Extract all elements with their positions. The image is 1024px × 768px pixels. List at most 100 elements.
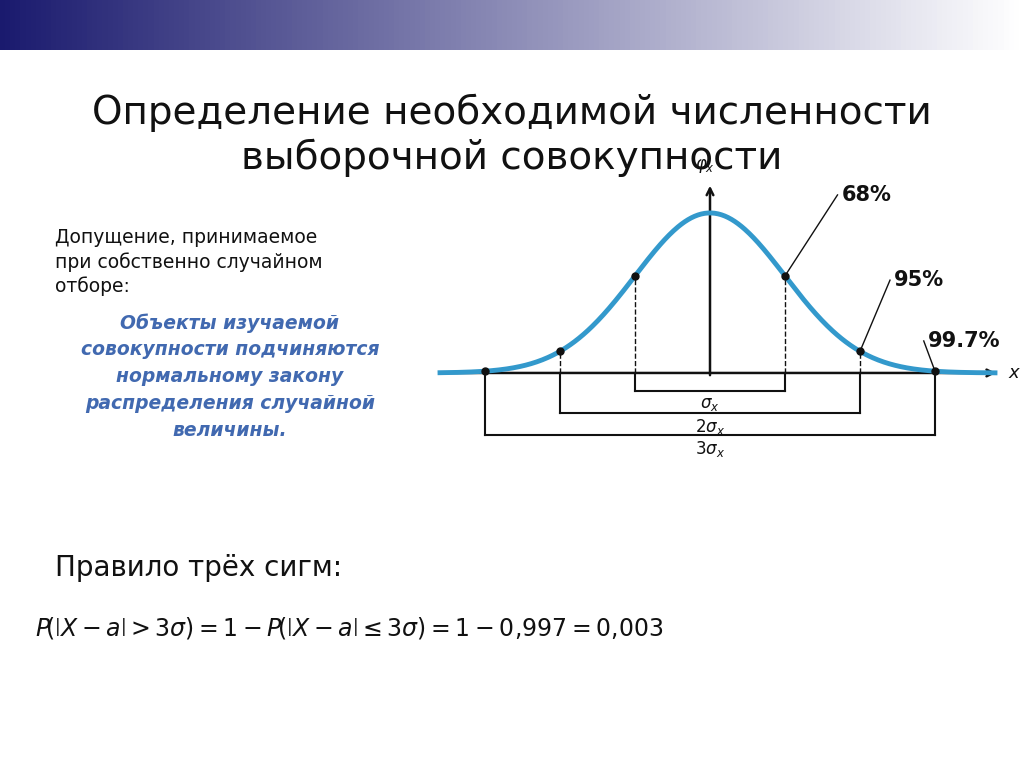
Bar — [932, 0, 937, 50]
Bar — [184, 0, 189, 50]
Bar — [143, 0, 148, 50]
Bar — [358, 0, 364, 50]
Bar — [804, 0, 809, 50]
Bar — [573, 0, 579, 50]
Bar — [676, 0, 681, 50]
Bar — [128, 0, 133, 50]
Bar — [108, 0, 113, 50]
Bar — [645, 0, 650, 50]
Bar — [845, 0, 850, 50]
Bar — [768, 0, 773, 50]
Bar — [978, 0, 983, 50]
Bar — [353, 0, 358, 50]
Bar — [522, 0, 527, 50]
Bar — [881, 0, 886, 50]
Bar — [236, 0, 241, 50]
Bar — [988, 0, 993, 50]
Text: при собственно случайном: при собственно случайном — [55, 252, 323, 272]
Text: $\varphi_x$: $\varphi_x$ — [695, 157, 715, 175]
Bar — [701, 0, 707, 50]
Bar — [102, 0, 108, 50]
Bar — [727, 0, 732, 50]
Bar — [553, 0, 558, 50]
Bar — [829, 0, 835, 50]
Bar — [486, 0, 492, 50]
Bar — [215, 0, 220, 50]
Bar — [543, 0, 548, 50]
Bar — [512, 0, 517, 50]
Bar — [625, 0, 630, 50]
Bar — [998, 0, 1004, 50]
Text: совокупности подчиняются: совокупности подчиняются — [81, 340, 379, 359]
Bar — [164, 0, 169, 50]
Bar — [927, 0, 932, 50]
Bar — [1019, 0, 1024, 50]
Bar — [660, 0, 666, 50]
Bar — [425, 0, 430, 50]
Bar — [230, 0, 236, 50]
Bar — [973, 0, 978, 50]
Bar — [399, 0, 404, 50]
Bar — [891, 0, 896, 50]
Text: выборочной совокупности: выборочной совокупности — [242, 139, 782, 177]
Bar — [297, 0, 302, 50]
Bar — [947, 0, 952, 50]
Bar — [655, 0, 660, 50]
Bar — [41, 0, 46, 50]
Bar — [640, 0, 645, 50]
Bar — [835, 0, 840, 50]
Bar — [758, 0, 763, 50]
Bar — [584, 0, 589, 50]
Bar — [26, 0, 31, 50]
Text: Объекты изучаемой: Объекты изучаемой — [121, 313, 340, 333]
Bar — [369, 0, 374, 50]
Bar — [507, 0, 512, 50]
Bar — [5, 0, 10, 50]
Text: $3\sigma_x$: $3\sigma_x$ — [695, 439, 725, 459]
Bar — [317, 0, 323, 50]
Bar — [814, 0, 819, 50]
Bar — [599, 0, 604, 50]
Bar — [389, 0, 394, 50]
Text: x: x — [1009, 364, 1019, 382]
Bar — [753, 0, 758, 50]
Bar — [497, 0, 502, 50]
Bar — [876, 0, 881, 50]
Bar — [261, 0, 266, 50]
Bar — [133, 0, 138, 50]
Bar — [410, 0, 415, 50]
Bar — [82, 0, 87, 50]
Bar — [681, 0, 686, 50]
Bar — [620, 0, 625, 50]
Bar — [138, 0, 143, 50]
Bar — [922, 0, 927, 50]
Bar — [46, 0, 51, 50]
Bar — [517, 0, 522, 50]
Bar — [783, 0, 788, 50]
Bar — [568, 0, 573, 50]
Bar — [666, 0, 671, 50]
Bar — [466, 0, 471, 50]
Bar — [696, 0, 701, 50]
Bar — [92, 0, 97, 50]
Bar — [870, 0, 876, 50]
Bar — [579, 0, 584, 50]
Bar — [502, 0, 507, 50]
Bar — [282, 0, 287, 50]
Bar — [911, 0, 916, 50]
Bar — [225, 0, 230, 50]
Bar — [865, 0, 870, 50]
Bar — [205, 0, 210, 50]
Bar — [220, 0, 225, 50]
Bar — [635, 0, 640, 50]
Bar — [292, 0, 297, 50]
Bar — [87, 0, 92, 50]
Bar — [855, 0, 860, 50]
Text: $P\!\left(\left|X-a\right|>3\sigma\right)=1-P\!\left(\left|X-a\right|\leq3\sigma: $P\!\left(\left|X-a\right|>3\sigma\right… — [35, 615, 664, 641]
Bar — [850, 0, 855, 50]
Bar — [20, 0, 26, 50]
Bar — [558, 0, 563, 50]
Bar — [476, 0, 481, 50]
Text: 95%: 95% — [894, 270, 944, 290]
Bar — [256, 0, 261, 50]
